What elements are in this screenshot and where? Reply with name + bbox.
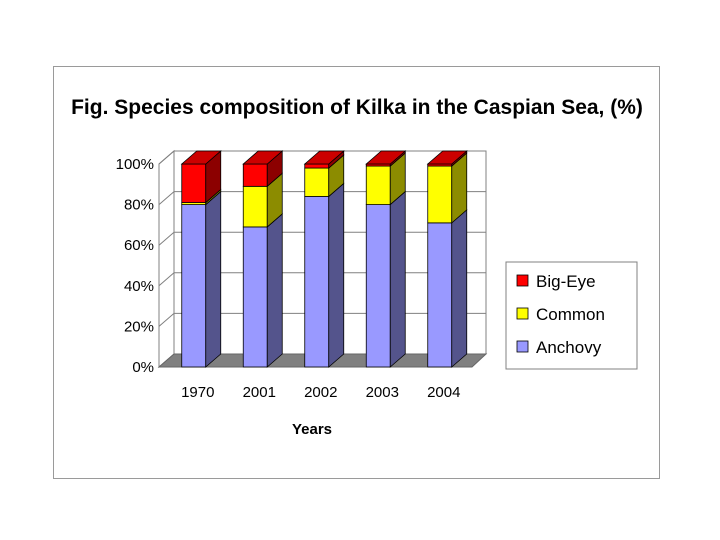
bar-common-2003 [365,165,391,205]
bar-anchovy-2002-side [328,182,345,368]
y-tick-label: 80% [124,197,154,214]
y-tick-label: 20% [124,318,154,335]
bar-anchovy-2002 [304,196,330,368]
bar-group-2003 [365,150,407,368]
chart-canvas: Fig. Species composition of Kilka in the… [71,96,643,438]
legend-swatch-common [516,307,529,320]
x-tick-label: 2002 [304,384,337,401]
x-tick-label: 2004 [427,384,460,401]
chart-frame: Fig. Species composition of Kilka in the… [53,66,660,479]
bar-anchovy-1970-side [205,190,222,368]
bar-anchovy-2001-side [266,213,283,368]
y-tick-label: 0% [132,359,154,376]
bar-big-eye-1970 [181,163,207,203]
y-tick-label: 40% [124,278,154,295]
plot-area: 0% 20% 40% 60% 80% 100% 1970 2001 2002 2003 2004 [116,149,488,401]
legend-label-common: Common [536,305,605,324]
bar-common-2002 [304,167,330,197]
y-tick-label: 60% [124,237,154,254]
x-tick-label: 1970 [181,384,214,401]
x-tick-label: 2003 [366,384,399,401]
bar-top-1970 [180,150,222,165]
y-tick-label: 100% [116,156,154,173]
legend: Big-Eye Common Anchovy [505,261,638,370]
bar-anchovy-1970 [181,204,207,368]
x-axis-title: Years [292,421,332,438]
bar-top-2004 [426,150,468,165]
bar-group-2001 [242,150,284,368]
legend-label-anchovy: Anchovy [536,338,602,357]
bar-top-2003 [365,150,407,165]
bar-anchovy-2001 [242,226,268,368]
legend-swatch-anchovy [516,340,529,353]
bar-common-2001 [242,185,268,228]
legend-label-big-eye: Big-Eye [536,272,596,291]
bar-top-2001 [242,150,284,165]
bar-group-1970 [180,150,222,368]
bar-top-2002 [303,150,345,165]
bar-common-2004 [427,165,453,224]
x-tick-label: 2001 [243,384,276,401]
chart-title: Fig. Species composition of Kilka in the… [71,96,643,119]
side-wall [158,149,175,369]
bar-anchovy-2004-side [451,208,468,368]
bar-group-2004 [426,150,468,368]
bar-anchovy-2003-side [389,190,406,368]
bar-big-eye-2001 [242,163,268,187]
bar-anchovy-2003 [365,204,391,368]
legend-swatch-big-eye [516,274,529,287]
bar-big-eye-2002 [304,163,330,169]
bar-group-2002 [303,150,345,368]
bar-anchovy-2004 [427,222,453,368]
